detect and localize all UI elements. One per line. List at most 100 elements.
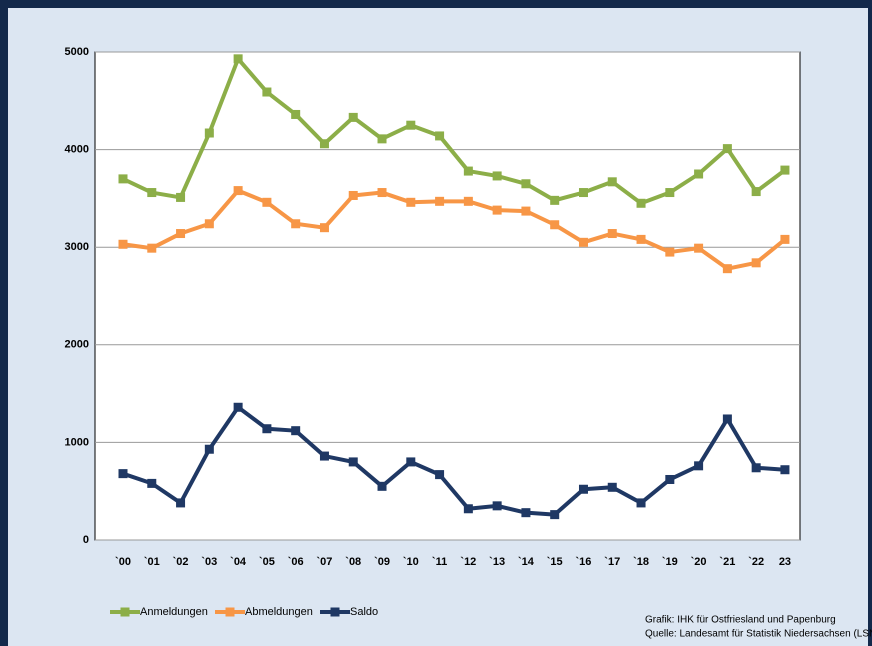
x-tick-label: `03 bbox=[201, 556, 217, 568]
source: Grafik: IHK für Ostfriesland und Papenbu… bbox=[645, 615, 836, 626]
series-line bbox=[122, 405, 786, 517]
point bbox=[694, 243, 704, 253]
point bbox=[780, 165, 790, 175]
point bbox=[636, 498, 646, 508]
y-tick-label: 0 bbox=[83, 534, 89, 546]
point bbox=[233, 186, 243, 196]
point bbox=[751, 187, 761, 197]
point bbox=[780, 465, 790, 475]
point bbox=[147, 478, 157, 488]
x-tick-label: `15 bbox=[547, 556, 563, 568]
point bbox=[147, 188, 157, 198]
legend-marker bbox=[330, 607, 340, 617]
point bbox=[118, 239, 128, 249]
x-tick-label: `05 bbox=[259, 556, 275, 568]
x-tick-label: `20 bbox=[691, 556, 707, 568]
y-tick-label: 5000 bbox=[65, 46, 89, 58]
point bbox=[578, 484, 588, 494]
point bbox=[377, 188, 387, 198]
x-tick-label: `09 bbox=[374, 556, 390, 568]
x-tick-label: `08 bbox=[345, 556, 361, 568]
point bbox=[406, 197, 416, 207]
point bbox=[348, 190, 358, 200]
legend-marker bbox=[225, 607, 235, 617]
point bbox=[694, 461, 704, 471]
point bbox=[233, 54, 243, 64]
point bbox=[578, 188, 588, 198]
point bbox=[291, 219, 301, 229]
point bbox=[607, 229, 617, 239]
x-tick-label: `02 bbox=[173, 556, 189, 568]
point bbox=[435, 470, 445, 480]
point bbox=[665, 188, 675, 198]
point bbox=[665, 247, 675, 257]
point bbox=[751, 463, 761, 473]
x-tick-label: `06 bbox=[288, 556, 304, 568]
x-tick-label: `14 bbox=[518, 556, 535, 568]
legend-label: Anmeldungen bbox=[140, 606, 208, 618]
point bbox=[176, 229, 186, 239]
point bbox=[521, 206, 531, 216]
point bbox=[176, 192, 186, 202]
legend-label: Abmeldungen bbox=[245, 606, 313, 618]
point bbox=[607, 177, 617, 187]
point bbox=[521, 508, 531, 518]
point bbox=[118, 174, 128, 184]
point bbox=[722, 144, 732, 154]
point bbox=[665, 474, 675, 484]
point bbox=[751, 258, 761, 268]
point bbox=[521, 179, 531, 189]
y-tick-label: 3000 bbox=[65, 241, 89, 253]
point bbox=[176, 498, 186, 508]
point bbox=[262, 197, 272, 207]
x-tick-label: 23 bbox=[779, 556, 791, 568]
x-tick-label: `00 bbox=[115, 556, 131, 568]
point bbox=[204, 128, 214, 138]
point bbox=[492, 501, 502, 511]
point bbox=[636, 234, 646, 244]
x-tick-label: `16 bbox=[576, 556, 592, 568]
x-tick-label: `01 bbox=[144, 556, 160, 568]
x-tick-label: `19 bbox=[662, 556, 678, 568]
point bbox=[377, 134, 387, 144]
x-tick-label: `12 bbox=[460, 556, 476, 568]
point bbox=[319, 139, 329, 149]
point bbox=[319, 223, 329, 233]
point bbox=[578, 237, 588, 247]
point bbox=[463, 196, 473, 206]
point bbox=[262, 424, 272, 434]
point bbox=[722, 264, 732, 274]
point bbox=[406, 120, 416, 130]
point bbox=[435, 131, 445, 141]
point bbox=[291, 109, 301, 119]
legend-marker bbox=[120, 607, 130, 617]
point bbox=[262, 87, 272, 97]
x-tick-label: `04 bbox=[230, 556, 247, 568]
point bbox=[492, 171, 502, 181]
legend-label: Saldo bbox=[350, 606, 378, 618]
point bbox=[780, 234, 790, 244]
point bbox=[291, 426, 301, 436]
x-tick-label: `21 bbox=[719, 556, 735, 568]
point bbox=[435, 196, 445, 206]
series-line bbox=[122, 56, 787, 206]
point bbox=[406, 457, 416, 467]
y-tick-label: 4000 bbox=[65, 144, 89, 156]
point bbox=[147, 243, 157, 253]
x-tick-label: `10 bbox=[403, 556, 419, 568]
point bbox=[319, 451, 329, 461]
point bbox=[463, 166, 473, 176]
point bbox=[204, 444, 214, 454]
y-tick-label: 1000 bbox=[65, 436, 89, 448]
x-tick-label: `18 bbox=[633, 556, 649, 568]
point bbox=[492, 205, 502, 215]
source: Quelle: Landesamt für Statistik Niedersa… bbox=[645, 629, 872, 640]
point bbox=[463, 504, 473, 514]
point bbox=[550, 195, 560, 205]
x-tick-label: `07 bbox=[317, 556, 333, 568]
point bbox=[607, 482, 617, 492]
point bbox=[348, 457, 358, 467]
x-tick-label: `13 bbox=[489, 556, 505, 568]
series-line bbox=[122, 188, 787, 271]
point bbox=[636, 198, 646, 208]
